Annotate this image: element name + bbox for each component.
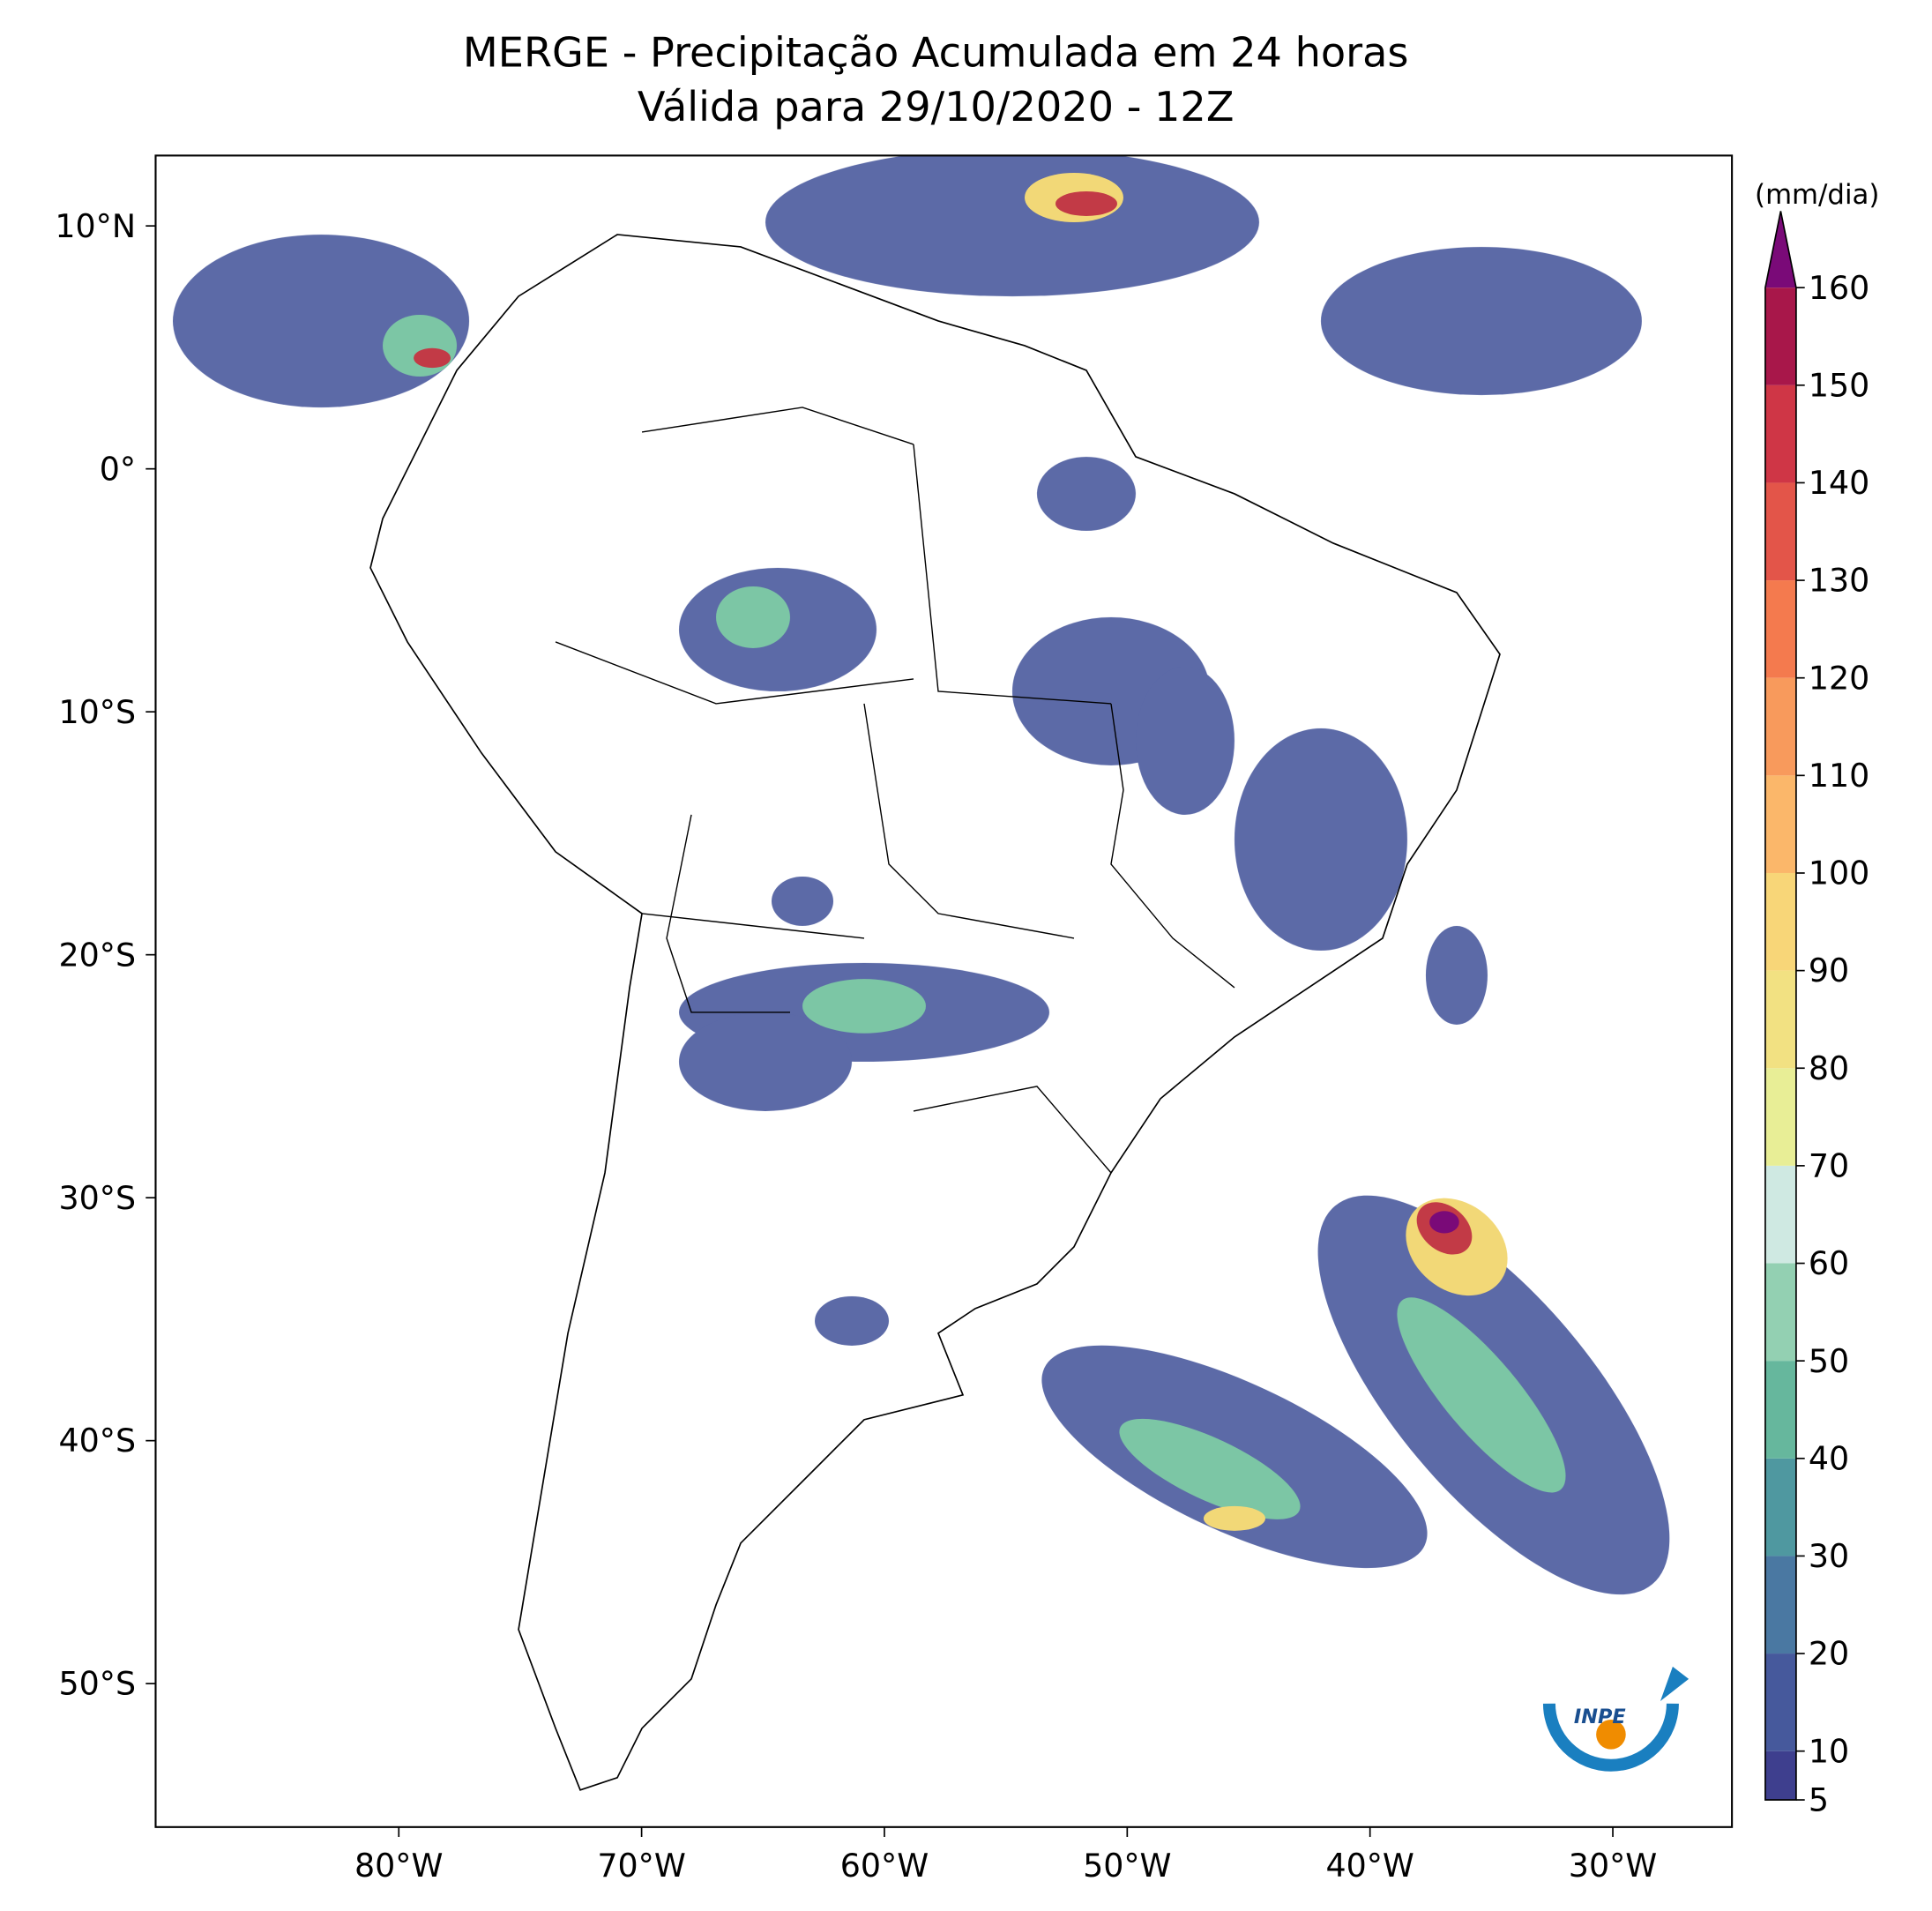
lat-label: 30°S [59, 1179, 137, 1217]
precipitation-field [173, 155, 1733, 1827]
colorbar-tick-label: 70 [1809, 1146, 1849, 1184]
subtitle: Válida para 29/10/2020 - 12Z [638, 83, 1235, 131]
colorbar-tick-label: 30 [1809, 1537, 1849, 1575]
colorbar-extension [1764, 211, 1796, 288]
lat-label: 10°N [55, 207, 136, 245]
colorbar-segment [1764, 384, 1796, 483]
colorbar-segment [1764, 1068, 1796, 1166]
lon-label: 70°W [597, 1847, 685, 1885]
lat-label: 50°S [59, 1665, 137, 1703]
lon-label: 50°W [1083, 1847, 1171, 1885]
colorbar-segment [1764, 1361, 1796, 1459]
colorbar-segment [1764, 1165, 1796, 1264]
lat-label: 0° [100, 450, 136, 488]
colorbar-tick-label: 50 [1809, 1342, 1849, 1380]
colorbar-unit: (mm/dia) [1755, 179, 1879, 211]
logo-text: INPE [1574, 1706, 1626, 1728]
lat-label: 10°S [59, 693, 137, 731]
inpe-logo: INPE [1542, 1666, 1690, 1772]
colorbar: 5 10 20 30 40 50 60 70 80 90 100 110 120 130 140 150 160 [1764, 211, 1869, 1819]
colorbar-tick-label: 80 [1809, 1049, 1849, 1087]
colorbar-tick-label: 110 [1809, 757, 1869, 795]
colorbar-segment [1764, 287, 1796, 385]
colorbar-tick-label: 40 [1809, 1439, 1849, 1477]
colorbar-segment [1764, 580, 1796, 678]
colorbar-tick-label: 5 [1809, 1781, 1829, 1819]
colorbar-tick-label: 150 [1809, 366, 1869, 404]
colorbar-segment [1764, 970, 1796, 1069]
lon-label: 60°W [840, 1847, 929, 1885]
title: MERGE - Precipitação Acumulada em 24 hor… [463, 29, 1409, 77]
colorbar-tick-label: 20 [1809, 1635, 1849, 1673]
map-frame [154, 154, 1734, 1828]
colorbar-segment [1764, 1458, 1796, 1556]
colorbar-tick-label: 160 [1809, 269, 1869, 307]
colorbar-segment [1764, 1653, 1796, 1751]
colorbar-tick-label: 60 [1809, 1244, 1849, 1282]
lat-label: 40°S [59, 1422, 137, 1459]
colorbar-segment [1764, 775, 1796, 873]
lat-label: 20°S [59, 936, 137, 974]
colorbar-tick-label: 90 [1809, 952, 1849, 989]
colorbar-segment [1764, 677, 1796, 776]
colorbar-tick-label: 130 [1809, 562, 1869, 600]
colorbar-tick-label: 10 [1809, 1732, 1849, 1770]
lon-label: 80°W [354, 1847, 443, 1885]
colorbar-segment [1764, 1263, 1796, 1362]
colorbar-segment [1764, 482, 1796, 581]
lon-label: 40°W [1325, 1847, 1414, 1885]
colorbar-tick-label: 120 [1809, 659, 1869, 697]
colorbar-tick-label: 100 [1809, 855, 1869, 892]
colorbar-outline [1764, 211, 1797, 1801]
colorbar-segment [1764, 872, 1796, 971]
lon-label: 30°W [1569, 1847, 1657, 1885]
colorbar-segment [1764, 1556, 1796, 1654]
colorbar-segment [1764, 1751, 1796, 1801]
colorbar-tick-label: 140 [1809, 464, 1869, 502]
